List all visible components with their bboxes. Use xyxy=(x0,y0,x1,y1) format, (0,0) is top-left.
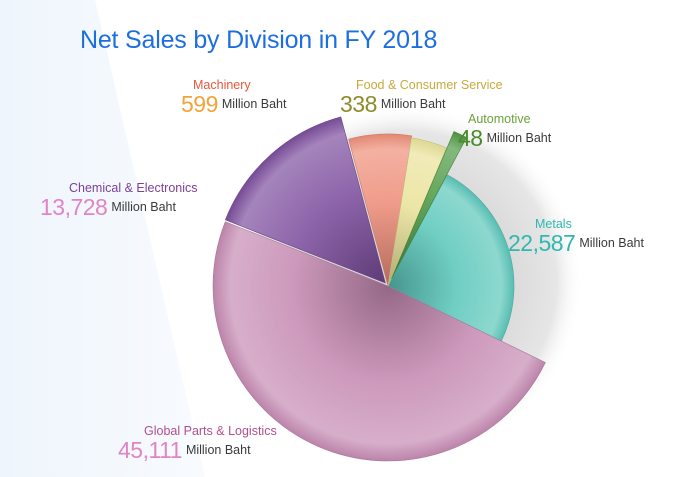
label-value-global-parts-logistics: 45,111 xyxy=(118,436,182,463)
pie-slice-automotive xyxy=(391,131,467,279)
label-unit-global-parts-logistics: Million Baht xyxy=(185,442,251,457)
label-value-metals: 22,587 xyxy=(508,229,576,256)
pie-slice-global-parts-logistics xyxy=(212,221,546,462)
label-global-parts-logistics: Global Parts & Logistics 45,111 Million Ba… xyxy=(118,425,277,462)
label-unit-machinery: Million Baht xyxy=(221,96,287,111)
pie-slice-food-consumer-service xyxy=(387,137,448,287)
label-machinery: Machinery 599 Million Baht xyxy=(181,79,287,116)
label-metals: Metals 22,587 Million Baht xyxy=(508,218,644,255)
label-unit-automotive: Million Baht xyxy=(486,130,552,145)
label-unit-chemical-electronics: Million Baht xyxy=(111,199,176,214)
label-chemical-electronics: Chemical & Electronics 13,728 Million Baht xyxy=(40,182,198,219)
label-name-metals: Metals xyxy=(535,217,572,231)
pie-slice-metals xyxy=(387,174,515,342)
label-value-automotive: 48 xyxy=(458,124,483,151)
chart-title: Net Sales by Division in FY 2018 xyxy=(80,26,438,54)
label-value-food-consumer-service: 338 xyxy=(340,90,377,117)
label-unit-food-consumer-service: Million Baht xyxy=(380,96,446,111)
label-unit-metals: Million Baht xyxy=(579,235,644,250)
label-name-global-parts-logistics: Global Parts & Logistics xyxy=(144,424,277,438)
pie-slice-chemical-electronics xyxy=(224,116,386,284)
label-automotive: Automotive 48 Million Baht xyxy=(458,113,551,150)
label-value-machinery: 599 xyxy=(181,90,218,117)
label-name-automotive: Automotive xyxy=(468,112,531,126)
pie-slice-machinery xyxy=(348,133,413,287)
label-name-food-consumer-service: Food & Consumer Service xyxy=(356,78,503,92)
pie-slices xyxy=(212,116,546,462)
label-name-machinery: Machinery xyxy=(193,78,251,92)
label-name-chemical-electronics: Chemical & Electronics xyxy=(69,181,198,195)
label-food-consumer-service: Food & Consumer Service 338 Million Baht xyxy=(340,79,503,116)
label-value-chemical-electronics: 13,728 xyxy=(40,193,108,220)
